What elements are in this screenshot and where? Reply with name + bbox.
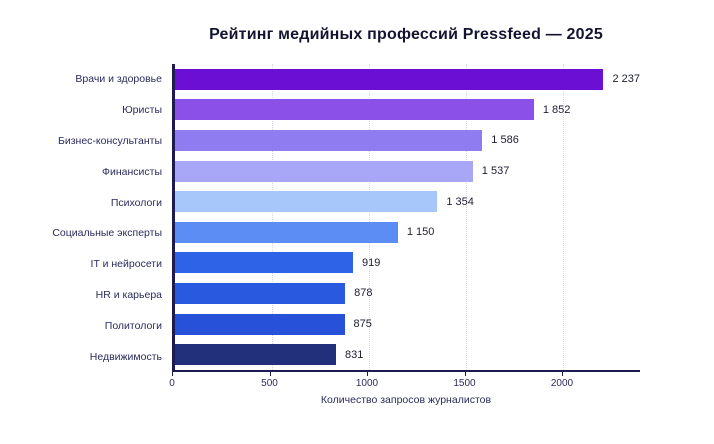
bar-row: 875 xyxy=(175,309,640,340)
bar-row: 1 852 xyxy=(175,95,640,126)
chart-title: Рейтинг медийных профессий Pressfeed — 2… xyxy=(209,26,603,43)
bar-value-label: 1 150 xyxy=(406,226,435,239)
y-axis-labels: Врачи и здоровье Юристы Бизнес-консультант… xyxy=(0,64,162,372)
x-tick-mark xyxy=(464,372,466,376)
x-axis-label: Количество запросов журналистов xyxy=(320,394,492,406)
bar xyxy=(175,282,346,304)
x-axis-ticks: 0 500 1000 1500 2000 xyxy=(169,372,640,394)
category-label: Политологи xyxy=(104,319,162,332)
bar-value-label: 831 xyxy=(345,348,364,361)
bar xyxy=(175,313,345,335)
gridline xyxy=(562,64,564,370)
x-tick-label: 2000 xyxy=(550,378,574,389)
bar xyxy=(175,221,398,243)
bar-value-label: 1 354 xyxy=(446,195,474,208)
category-label: Врачи и здоровье xyxy=(75,73,162,86)
bar-row: 1 586 xyxy=(175,125,640,156)
bar xyxy=(175,99,534,121)
bar-row: 878 xyxy=(175,278,640,309)
bar-value-label: 878 xyxy=(354,287,373,300)
plot-area: 2 237 1 852 1 586 1 537 1 354 1 150 919 878 875 8… xyxy=(172,64,640,372)
bar-row: 1 537 xyxy=(175,156,640,187)
category-label: HR и карьера xyxy=(95,288,162,301)
x-tick-mark xyxy=(269,372,271,376)
category-label: Финансисты xyxy=(101,165,162,178)
gridline xyxy=(465,64,467,370)
bar xyxy=(175,68,604,90)
category-label: Недвижимость xyxy=(89,350,162,363)
bar-row: 919 xyxy=(175,248,640,279)
x-tick-label: 1000 xyxy=(355,378,379,389)
gridline xyxy=(368,64,370,370)
x-tick-label: 0 xyxy=(169,378,175,389)
category-label: Социальные эксперты xyxy=(52,227,162,240)
gridline xyxy=(271,64,273,370)
bar-value-label: 2 237 xyxy=(612,73,640,86)
bar-value-label: 875 xyxy=(353,318,372,331)
x-tick-mark xyxy=(367,372,368,376)
bar-value-label: 1 586 xyxy=(491,134,519,147)
category-label: Юристы xyxy=(122,104,162,117)
bar-row: 831 xyxy=(175,339,640,370)
bar xyxy=(175,252,354,274)
category-label: Психологи xyxy=(110,196,162,209)
bar-rows: 2 237 1 852 1 586 1 537 1 354 1 150 919 878 875 8… xyxy=(175,64,640,370)
bar-row: 1 354 xyxy=(175,186,640,217)
x-tick-mark xyxy=(562,372,563,376)
category-label: IT и нейросети xyxy=(90,258,162,271)
bar xyxy=(175,160,473,182)
x-tick-label: 1500 xyxy=(453,378,476,389)
bar xyxy=(175,191,438,213)
category-label: Бизнес-консультанты xyxy=(57,134,162,147)
x-tick-mark xyxy=(172,372,173,376)
bar-row: 1 150 xyxy=(175,217,640,248)
bar-row: 2 237 xyxy=(175,64,640,95)
bar-value-label: 919 xyxy=(362,256,381,269)
bar xyxy=(175,129,483,151)
bar-value-label: 1 852 xyxy=(542,103,571,116)
bar xyxy=(175,344,336,366)
x-tick-label: 500 xyxy=(261,378,278,389)
bar-value-label: 1 537 xyxy=(481,165,510,178)
